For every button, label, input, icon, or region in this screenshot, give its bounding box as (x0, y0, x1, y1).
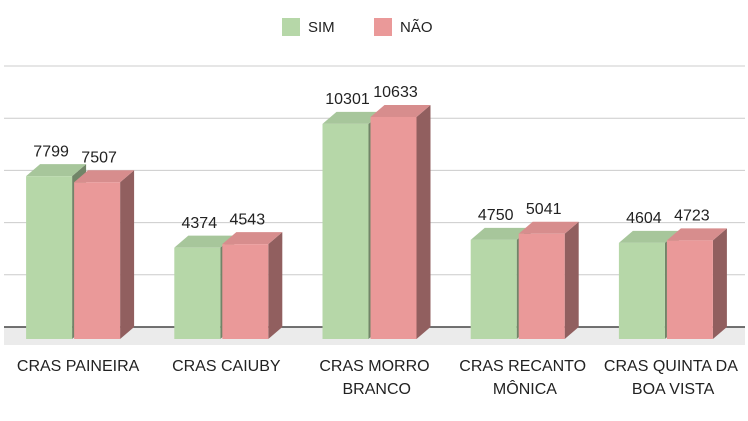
data-label: 4723 (674, 208, 710, 225)
x-tick-label: CRAS CAIUBY (172, 358, 281, 375)
bar-front (74, 182, 121, 339)
bar-front (666, 240, 713, 339)
bar-top (26, 164, 87, 177)
legend-label: NÃO (400, 19, 433, 36)
bar-top (666, 228, 727, 241)
bar-front (518, 233, 565, 339)
data-label: 10633 (373, 84, 418, 101)
bar (74, 170, 135, 339)
x-tick-label: CRAS PAINEIRA (17, 358, 140, 375)
bar-front (174, 247, 221, 339)
bar-front (370, 116, 417, 339)
bar-side (416, 104, 431, 339)
data-label: 4374 (182, 215, 218, 232)
bar-top (518, 221, 579, 234)
bar-top (222, 232, 283, 245)
bar-front (470, 239, 517, 339)
bar-side (268, 232, 283, 339)
bar (518, 221, 579, 339)
data-label: 4604 (626, 210, 662, 227)
bar (666, 228, 727, 339)
data-label: 10301 (325, 91, 370, 108)
bar-top (618, 230, 679, 243)
bar-top (370, 104, 431, 117)
bar-front (26, 176, 73, 339)
data-label: 7507 (81, 149, 117, 166)
bar (222, 232, 283, 339)
x-tick-label: CRAS RECANTO MÔNICA (459, 358, 586, 398)
x-tick-label: CRAS MORRO BRANCO (319, 358, 429, 398)
bar-top (322, 111, 383, 124)
bar-top (74, 170, 135, 183)
x-tick-label: CRAS QUINTA DA BOA VISTA (604, 358, 738, 398)
bar-front (322, 123, 369, 339)
data-label: 4543 (230, 211, 266, 228)
bar-side (564, 221, 579, 339)
legend-label: SIM (308, 19, 335, 36)
bar-front (222, 244, 269, 339)
bar-side (120, 170, 135, 339)
legend-swatch (374, 18, 392, 36)
bar-top (470, 227, 531, 240)
bar-front (618, 242, 665, 339)
bar-top (174, 235, 235, 248)
data-label: 5041 (526, 201, 562, 218)
bar (370, 104, 431, 339)
legend-swatch (282, 18, 300, 36)
bar-side (712, 228, 727, 339)
data-label: 7799 (33, 143, 69, 160)
data-label: 4750 (478, 207, 514, 224)
